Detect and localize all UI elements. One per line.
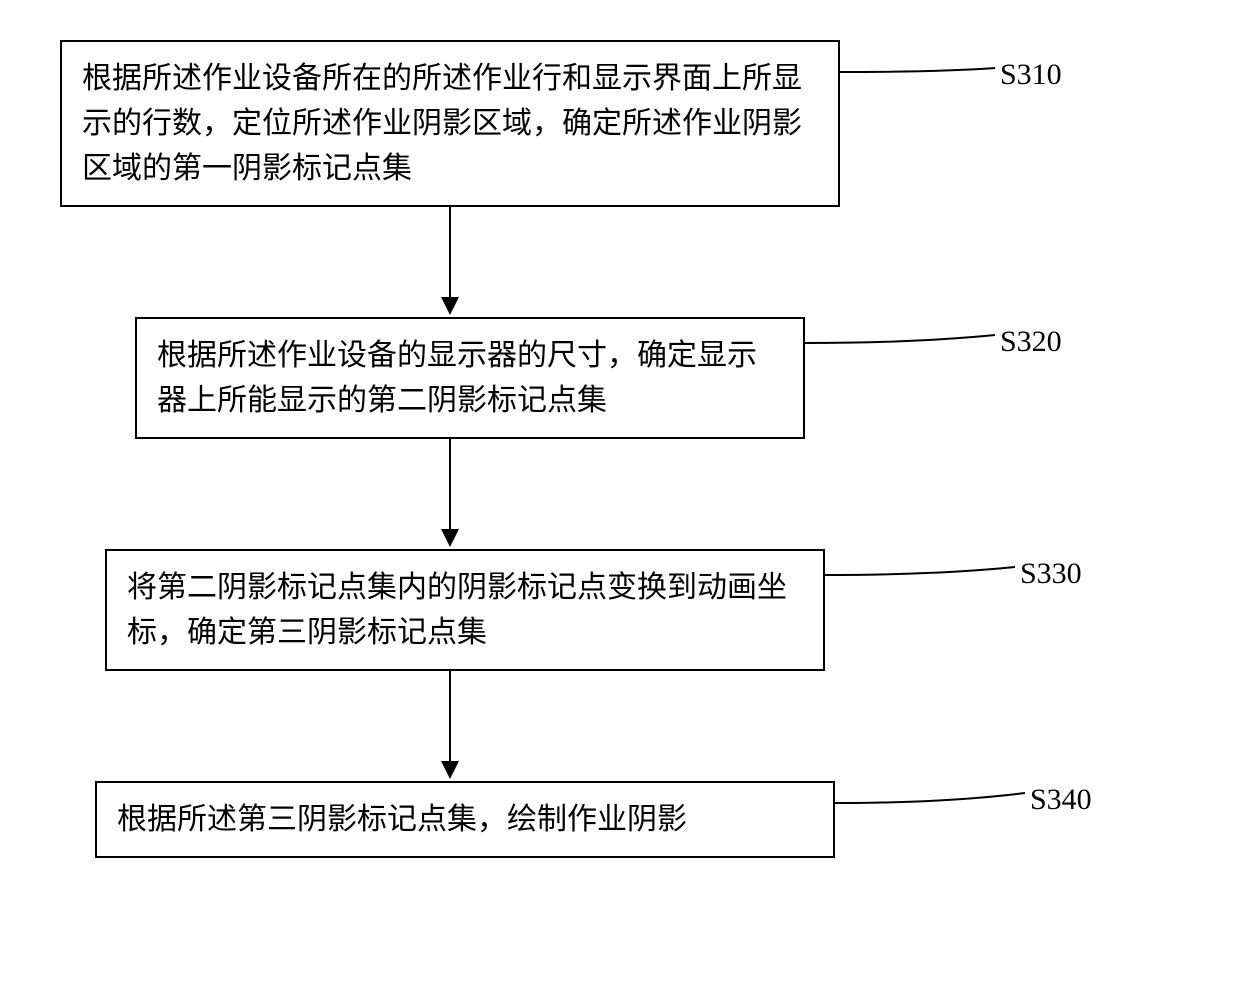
node-wrapper-s330: 将第二阴影标记点集内的阴影标记点变换到动画坐标，确定第三阴影标记点集 S330: [60, 549, 1160, 671]
arrow-s330-s340: [430, 671, 470, 781]
node-text-s310: 根据所述作业设备所在的所述作业行和显示界面上所显示的行数，定位所述作业阴影区域，…: [82, 62, 802, 185]
node-text-s340: 根据所述第三阴影标记点集，绘制作业阴影: [117, 803, 687, 836]
flowchart-node-s320: 根据所述作业设备的显示器的尺寸，确定显示器上所能显示的第二阴影标记点集: [135, 317, 805, 439]
node-wrapper-s340: 根据所述第三阴影标记点集，绘制作业阴影 S340: [60, 781, 1160, 858]
flowchart-node-s330: 将第二阴影标记点集内的阴影标记点变换到动画坐标，确定第三阴影标记点集: [105, 549, 825, 671]
flowchart-node-s310: 根据所述作业设备所在的所述作业行和显示界面上所显示的行数，定位所述作业阴影区域，…: [60, 40, 840, 207]
flowchart-node-s340: 根据所述第三阴影标记点集，绘制作业阴影: [95, 781, 835, 858]
connector-s330: [825, 549, 1040, 599]
node-label-s320: S320: [1000, 325, 1062, 359]
node-text-s330: 将第二阴影标记点集内的阴影标记点变换到动画坐标，确定第三阴影标记点集: [127, 571, 787, 649]
arrow-s320-s330: [430, 439, 470, 549]
node-label-s340: S340: [1030, 783, 1092, 817]
arrow-s310-s320: [430, 207, 470, 317]
connector-s340: [835, 781, 1050, 826]
node-label-s310: S310: [1000, 58, 1062, 92]
connector-s310: [840, 40, 1020, 100]
node-wrapper-s320: 根据所述作业设备的显示器的尺寸，确定显示器上所能显示的第二阴影标记点集 S320: [60, 317, 1160, 439]
node-text-s320: 根据所述作业设备的显示器的尺寸，确定显示器上所能显示的第二阴影标记点集: [157, 339, 757, 417]
flowchart-container: 根据所述作业设备所在的所述作业行和显示界面上所显示的行数，定位所述作业阴影区域，…: [60, 40, 1160, 858]
node-label-s330: S330: [1020, 557, 1082, 591]
connector-s320: [805, 317, 1015, 367]
node-wrapper-s310: 根据所述作业设备所在的所述作业行和显示界面上所显示的行数，定位所述作业阴影区域，…: [60, 40, 1160, 207]
